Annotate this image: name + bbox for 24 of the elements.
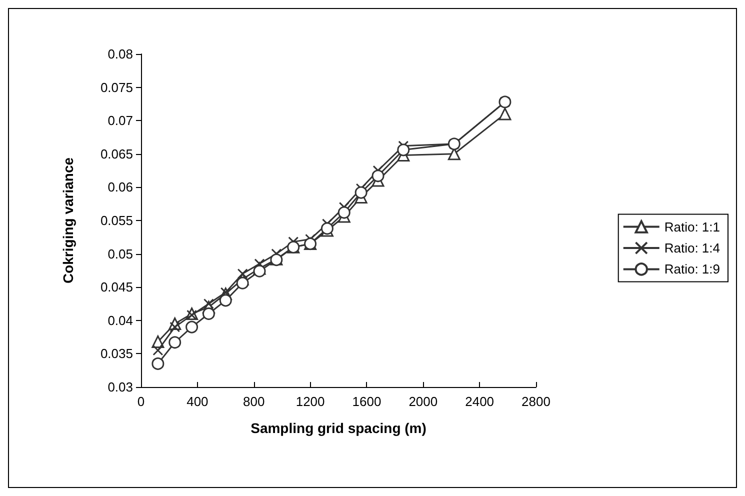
legend-label: Ratio: 1:1 (664, 219, 720, 234)
legend-label: Ratio: 1:9 (664, 262, 720, 277)
x-tick-label: 1200 (296, 394, 325, 409)
x-tick-label: 2000 (408, 394, 438, 409)
y-tick-label: 0.07 (108, 113, 133, 128)
y-tick-label: 0.04 (108, 312, 133, 328)
y-tick-label: 0.05 (108, 246, 133, 262)
x-tick-label: 800 (243, 394, 265, 409)
y-axis-title: Cokriging variance (60, 157, 76, 284)
y-tick-label: 0.06 (108, 180, 133, 195)
legend-label: Ratio: 1:4 (664, 240, 720, 256)
y-tick-label: 0.08 (108, 46, 133, 62)
y-tick-label: 0.055 (100, 213, 133, 228)
y-tick-label: 0.045 (100, 280, 133, 295)
x-tick-label: 2800 (522, 394, 550, 409)
y-tick-label: 0.065 (100, 146, 133, 162)
x-tick-label: 1600 (352, 394, 382, 409)
y-tick-label: 0.03 (108, 380, 133, 394)
x-axis-title: Sampling grid spacing (m) (250, 420, 426, 436)
x-tick-label: 400 (186, 394, 208, 409)
y-tick-label: 0.035 (100, 346, 133, 362)
x-tick-label: 0 (137, 394, 145, 409)
y-tick-label: 0.075 (100, 80, 133, 95)
x-tick-label: 2400 (465, 394, 494, 409)
